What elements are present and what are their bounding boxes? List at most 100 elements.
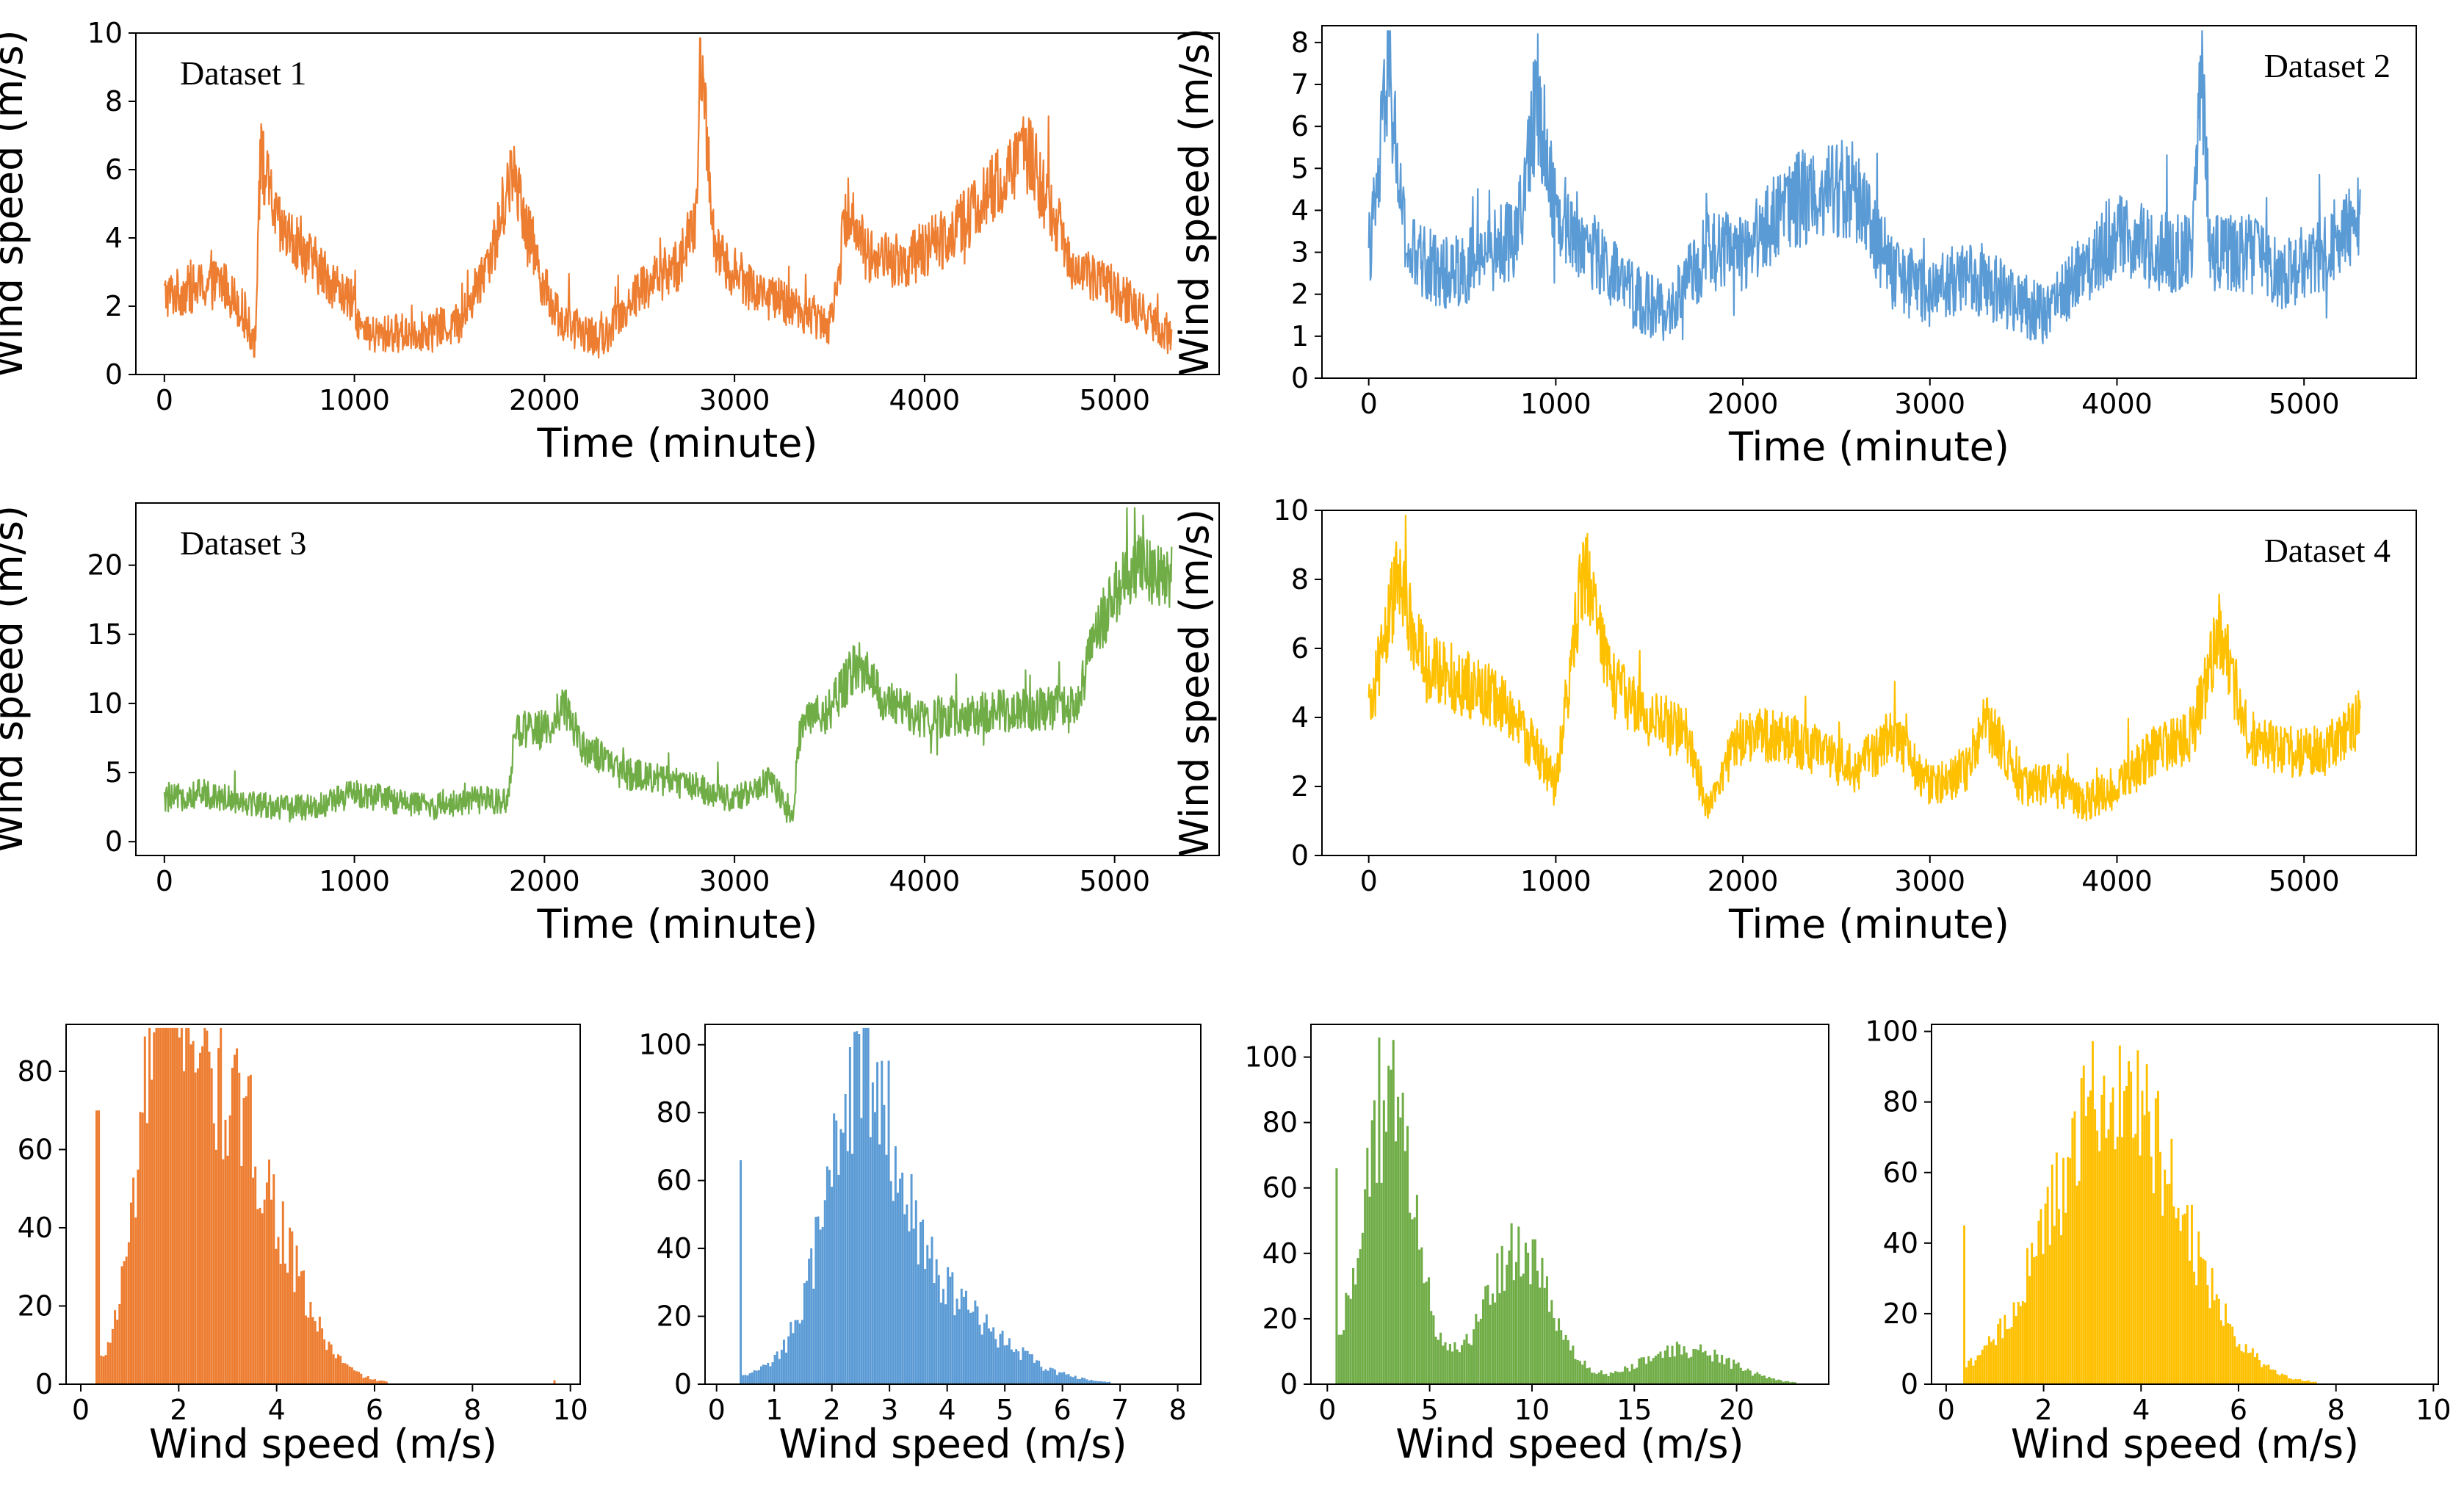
histogram-bar [2062,1157,2065,1384]
histogram-bar [1081,1377,1084,1384]
histogram-bar [1697,1350,1699,1384]
histogram-bar [960,1288,963,1384]
plot-frame [1931,1024,2439,1385]
histogram-bar [2251,1348,2254,1384]
y-tick-label: 40 [1883,1227,1918,1259]
histogram-bar [323,1339,326,1384]
histogram-bar [2130,1071,2133,1384]
histogram-bar [316,1331,319,1384]
histogram-bar [325,1350,328,1384]
histogram-bar [1770,1378,1773,1384]
histogram-bar [2261,1367,2264,1384]
histogram-bar [1506,1265,1509,1384]
y-tick-label: 10 [87,687,123,720]
histogram-bar [1406,1126,1409,1384]
histogram-bar [2238,1344,2241,1384]
histogram-bar [196,1068,199,1384]
histogram-bar [1473,1329,1475,1384]
histogram-bar [1382,1100,1385,1384]
histogram-bar [1491,1293,1494,1384]
histogram-bar [1588,1367,1591,1384]
histogram-bar [2292,1379,2295,1384]
x-tick-label: 6 [2230,1394,2247,1426]
histogram-bar [922,1219,925,1384]
histogram-bar [1008,1338,1011,1384]
histogram-bar [2145,1064,2148,1384]
histogram-bar [2206,1285,2209,1384]
histogram-bar [173,1027,176,1384]
histogram-bar [1522,1273,1525,1384]
histogram-bar [806,1281,808,1384]
y-tick-label: 15 [87,618,123,651]
histogram-bar [374,1379,377,1384]
dataset-label: Dataset 2 [2264,47,2391,84]
x-tick-label: 3000 [1894,388,1965,420]
histogram-bar [760,1366,762,1384]
histogram-bar [1963,1225,1966,1384]
histogram-bar [1005,1345,1008,1384]
histogram-bar [2308,1381,2311,1384]
histogram-bar [277,1237,280,1384]
histogram-bar [2189,1260,2191,1384]
histogram-bar [1981,1350,1984,1384]
histogram-bar [2111,1087,2114,1384]
histogram-bar [2240,1350,2243,1384]
histogram-bar [910,1174,913,1384]
histogram-bar [1744,1370,1747,1384]
histogram-bar [2299,1378,2302,1384]
histogram-bar [2285,1375,2288,1384]
histogram-bar [1003,1345,1006,1384]
histogram-bar [848,1047,851,1384]
histogram-bar [111,1328,114,1384]
histogram-bar [1361,1232,1364,1384]
histogram-bar [2161,1215,2164,1384]
histogram-bar [125,1256,128,1384]
y-tick-label: 20 [1883,1298,1918,1330]
histogram-bar [833,1113,836,1384]
histogram-bar [1688,1358,1691,1384]
histogram-bar [137,1169,140,1384]
histogram-bar [798,1323,801,1384]
histogram-bar [206,1030,209,1384]
histogram-bar [2067,1157,2070,1384]
histogram-bar [2092,1041,2094,1384]
x-tick-label: 5000 [2269,865,2340,897]
histogram-bar [212,1123,215,1384]
histogram-bar [2094,1109,2097,1384]
histogram-bar [2280,1373,2283,1384]
histogram-bar [1725,1358,1728,1384]
series-line [163,507,1173,823]
histogram-bar [1533,1239,1536,1384]
histogram-bar [844,1093,847,1384]
histogram-bar [1550,1300,1553,1384]
histogram-bar [1735,1364,1738,1384]
x-tick-label: 2000 [1708,388,1779,420]
histogram-bar [1401,1093,1404,1384]
histogram-bar [2164,1169,2167,1384]
histogram-bar [118,1303,121,1384]
histogram-bar [958,1309,961,1384]
histogram-bar [1038,1361,1041,1384]
histogram-bar [1425,1281,1428,1384]
histogram-bar [130,1202,132,1384]
histogram-bar [2202,1259,2205,1384]
histogram-bar [1746,1368,1749,1384]
histogram-bar [2310,1382,2313,1384]
histogram-bar [553,1380,556,1384]
histogram-bar [1586,1368,1589,1384]
histogram-bar [1439,1332,1442,1384]
histogram-bar [1730,1369,1733,1384]
histogram-bar [899,1179,902,1384]
histogram-bar [2200,1256,2203,1384]
histogram-bar [2010,1327,2013,1384]
histogram-bar [1387,1065,1390,1384]
histogram-bar [2231,1326,2234,1384]
histogram-bar [222,1159,225,1384]
histogram-bar [1706,1356,1709,1384]
histogram-bar [1758,1374,1761,1384]
histogram-bar [1448,1344,1451,1384]
histogram-bar [881,1060,884,1384]
y-tick-label: 4 [1291,701,1309,734]
y-tick-label: 8 [105,85,123,117]
histogram-bar [1597,1372,1600,1384]
